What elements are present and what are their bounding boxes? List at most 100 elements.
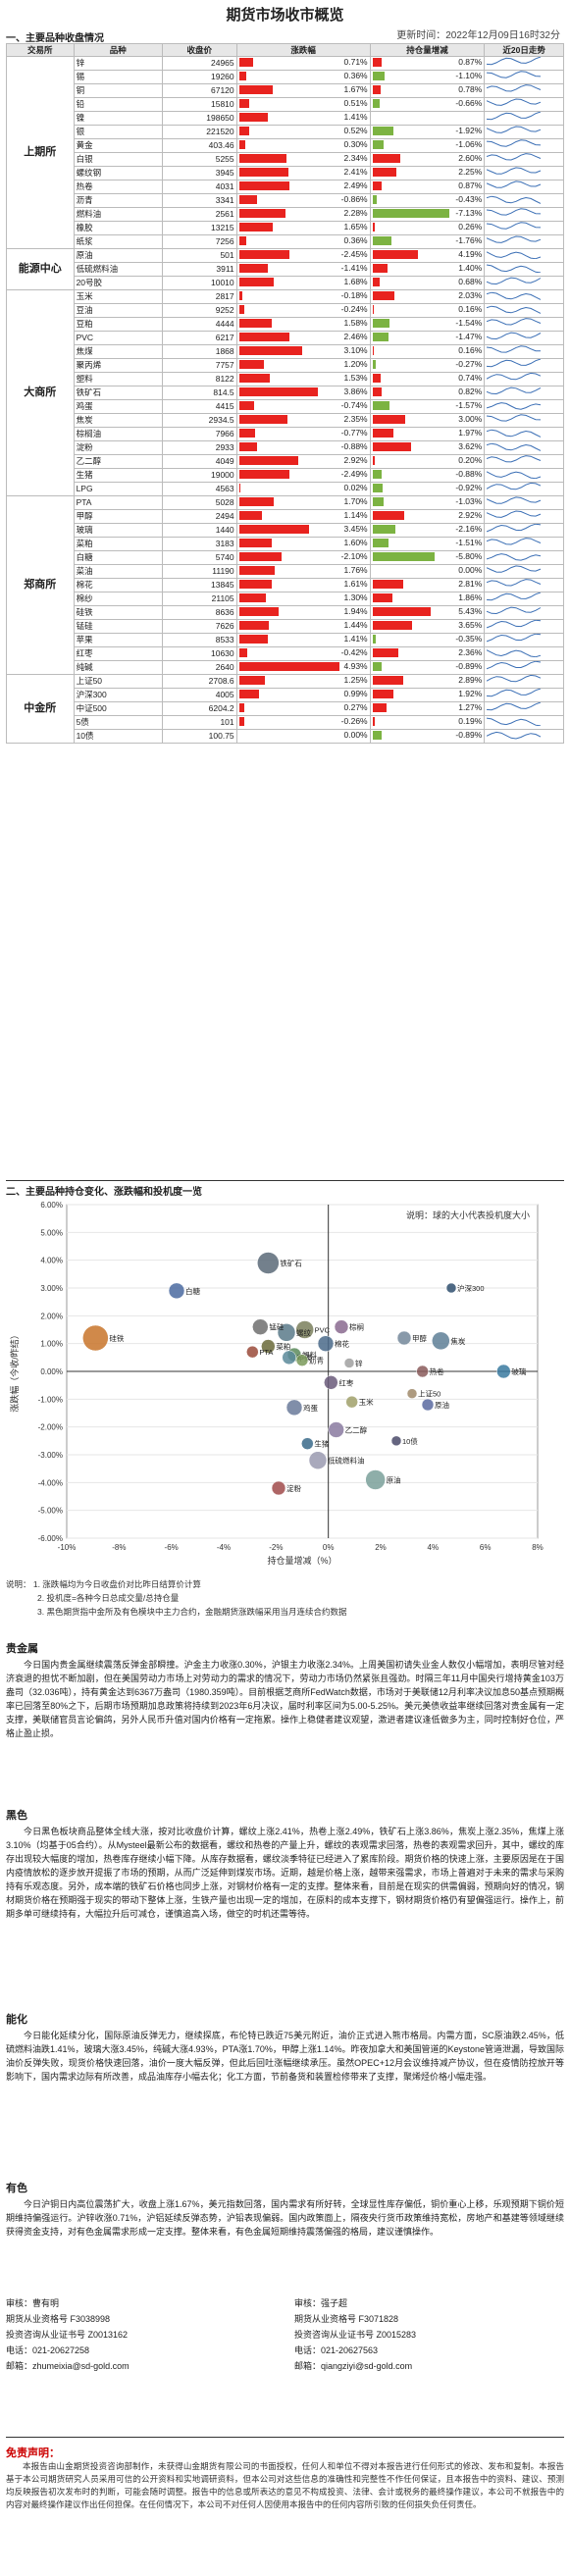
page-title: 期货市场收市概览 <box>226 7 344 24</box>
table-row: 生猪 19000 -2.49% -0.88% <box>7 468 564 483</box>
position-value: -0.43% <box>455 194 483 204</box>
change-bar <box>238 85 274 94</box>
trend-sparkline <box>484 193 564 208</box>
close-price: 11190 <box>161 564 237 579</box>
contact-left: 审核：曹有明 期货从业资格号 F3038998 投资咨询从业证书号 Z00131… <box>6 2295 130 2374</box>
trend-sparkline <box>484 317 564 332</box>
position-bar <box>372 305 375 314</box>
change-cell: 1.20% <box>235 358 371 373</box>
change-value: 3.86% <box>343 386 368 396</box>
trend-sparkline <box>484 605 564 620</box>
change-value: 1.61% <box>343 579 368 589</box>
position-cell: 0.87% <box>369 180 486 194</box>
close-price: 2561 <box>161 207 237 222</box>
section-heading-energy: 能化 <box>6 2014 27 2026</box>
change-value: 1.41% <box>343 634 368 644</box>
change-cell: 1.25% <box>235 674 371 689</box>
trend-sparkline <box>484 289 564 304</box>
position-value: -1.57% <box>455 400 483 410</box>
product-name: 菜油 <box>73 564 163 579</box>
table-row: 20号胶 10010 1.68% 0.68% <box>7 276 564 290</box>
position-value: -0.88% <box>455 469 483 479</box>
change-bar <box>238 181 290 190</box>
position-cell: -0.89% <box>369 660 486 675</box>
contact-left-invest: 投资咨询从业证书号 Z0013162 <box>6 2330 129 2340</box>
bubble <box>345 1395 358 1409</box>
product-name: 低硫燃料油 <box>73 262 163 277</box>
table-row: 焦炭 2934.5 2.35% 3.00% <box>7 413 564 428</box>
close-price: 13845 <box>161 578 237 592</box>
close-price: 7757 <box>161 358 237 373</box>
position-cell: 2.36% <box>369 646 486 661</box>
position-cell: -1.54% <box>369 317 486 332</box>
change-cell: -0.18% <box>235 289 371 304</box>
close-price: 3945 <box>161 166 237 180</box>
close-price: 501 <box>161 248 237 263</box>
product-name: 棕榈油 <box>73 427 163 441</box>
bubble-label: 铁矿石 <box>280 1259 302 1268</box>
change-cell: -2.49% <box>235 468 371 483</box>
contact-right-email[interactable]: 邮箱：qiangziyi@sd-gold.com <box>294 2361 413 2371</box>
table-row: 低硫燃料油 3911 -1.41% 1.40% <box>7 262 564 277</box>
change-bar <box>238 223 273 232</box>
bubble-label: 10债 <box>402 1436 418 1446</box>
position-bar <box>372 85 382 94</box>
close-price: 8636 <box>161 605 237 620</box>
bubble-label: 棕榈 <box>349 1322 364 1332</box>
change-cell: 0.52% <box>235 125 371 139</box>
exchange-cell: 郑商所 <box>6 495 75 675</box>
trend-sparkline <box>484 358 564 373</box>
change-bar <box>238 168 288 177</box>
change-bar <box>238 154 287 163</box>
contact-left-name: 审核：曹有明 <box>6 2298 60 2308</box>
position-bar <box>372 209 450 218</box>
table-row: 红枣 10630 -0.42% 2.36% <box>7 646 564 661</box>
position-value: 2.81% <box>458 579 483 589</box>
change-bar <box>238 99 250 108</box>
product-name: 锰硅 <box>73 619 163 634</box>
table-row: 锰硅 7626 1.44% 3.65% <box>7 619 564 634</box>
table-row: 棉花 13845 1.61% 2.81% <box>7 578 564 592</box>
position-cell: 1.92% <box>369 688 486 702</box>
contact-left-email[interactable]: 邮箱：zhumeixia@sd-gold.com <box>6 2361 130 2371</box>
position-value: -2.16% <box>455 524 483 534</box>
position-value: 1.86% <box>458 592 483 602</box>
change-cell: 0.36% <box>235 70 371 84</box>
x-tick-label: -6% <box>165 1543 179 1552</box>
change-cell: 1.70% <box>235 495 371 510</box>
table-row: 铜 67120 1.67% 0.78% <box>7 83 564 98</box>
close-price: 6204.2 <box>161 701 237 716</box>
position-cell: -1.76% <box>369 234 486 249</box>
close-price: 5255 <box>161 152 237 167</box>
position-value: -0.89% <box>455 661 483 671</box>
product-name: 红枣 <box>73 646 163 661</box>
position-bar <box>372 401 389 410</box>
table-row: 硅铁 8636 1.94% 5.43% <box>7 605 564 620</box>
product-name: 10债 <box>73 729 163 744</box>
x-tick-label: 6% <box>480 1543 492 1552</box>
product-name: 燃料油 <box>73 207 163 222</box>
change-cell: 0.02% <box>235 482 371 496</box>
trend-sparkline <box>484 440 564 455</box>
bubble-label: 塑料 <box>302 1350 317 1360</box>
change-value: 2.34% <box>343 153 368 163</box>
y-axis-label: 涨跌幅（今收/昨结） <box>9 1330 20 1413</box>
table-row: 白糖 5740 -2.10% -5.80% <box>7 550 564 565</box>
position-value: -0.66% <box>455 98 483 108</box>
position-bar <box>372 333 389 341</box>
close-price: 8122 <box>161 372 237 386</box>
change-bar <box>238 607 279 616</box>
table-row: 菜油 11190 1.76% 0.00% <box>7 564 564 579</box>
position-bar <box>372 662 383 671</box>
change-bar <box>238 429 255 438</box>
position-value: -5.80% <box>455 551 483 561</box>
change-cell: 4.93% <box>235 660 371 675</box>
change-bar <box>238 648 248 657</box>
change-bar <box>238 333 289 341</box>
change-value: -2.45% <box>340 249 368 259</box>
position-cell: 0.68% <box>369 276 486 290</box>
position-cell: 0.16% <box>369 344 486 359</box>
section-heading-nonferrous: 有色 <box>6 2183 27 2194</box>
bubble <box>308 1451 328 1469</box>
change-cell: 2.41% <box>235 166 371 180</box>
